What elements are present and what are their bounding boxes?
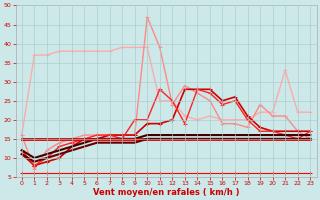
X-axis label: Vent moyen/en rafales ( km/h ): Vent moyen/en rafales ( km/h ): [93, 188, 239, 197]
